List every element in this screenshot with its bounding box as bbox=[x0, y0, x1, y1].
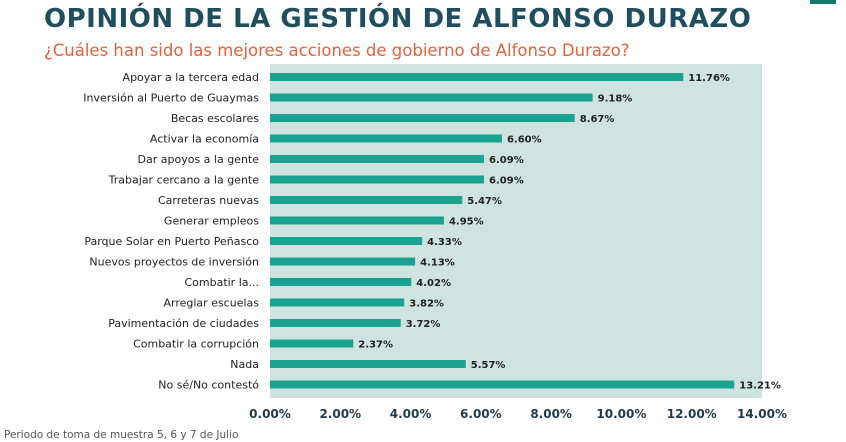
category-label: Carreteras nuevas bbox=[158, 194, 259, 207]
category-label: Combatir la... bbox=[184, 276, 259, 289]
data-label: 6.60% bbox=[507, 135, 542, 146]
x-tick-label: 2.00% bbox=[319, 407, 361, 421]
bar bbox=[270, 339, 354, 348]
data-label: 6.09% bbox=[489, 176, 524, 187]
page-title: OPINIÓN DE LA GESTIÓN DE ALFONSO DURAZO bbox=[44, 4, 752, 34]
data-label: 5.47% bbox=[467, 196, 502, 207]
bar bbox=[270, 155, 485, 163]
data-label: 8.67% bbox=[580, 114, 615, 125]
x-tick-label: 10.00% bbox=[596, 407, 646, 421]
data-label: 3.72% bbox=[406, 319, 441, 330]
bar bbox=[270, 237, 423, 245]
bar bbox=[270, 380, 735, 389]
bar bbox=[270, 196, 463, 204]
data-label: 2.37% bbox=[358, 340, 393, 351]
category-label: Dar apoyos a la gente bbox=[138, 153, 260, 166]
bar bbox=[270, 360, 466, 368]
data-label: 13.21% bbox=[739, 381, 781, 392]
footer-note: Periodo de toma de muestra 5, 6 y 7 de J… bbox=[4, 429, 239, 441]
x-tick-label: 14.00% bbox=[737, 407, 787, 421]
x-tick-label: 8.00% bbox=[530, 407, 572, 421]
data-label: 4.13% bbox=[420, 258, 455, 269]
category-label: Generar empleos bbox=[164, 215, 259, 228]
category-label: Inversión al Puerto de Guaymas bbox=[83, 92, 259, 105]
category-label: Combatir la corrupción bbox=[133, 338, 259, 351]
category-label: Activar la economía bbox=[150, 133, 259, 146]
data-label: 3.82% bbox=[409, 299, 444, 310]
x-tick-label: 0.00% bbox=[249, 407, 291, 421]
category-label: Arreglar escuelas bbox=[163, 297, 259, 310]
data-label: 4.02% bbox=[416, 278, 451, 289]
category-label: Nada bbox=[230, 358, 259, 371]
category-label: No sé/No contestó bbox=[158, 379, 259, 392]
bar bbox=[270, 298, 405, 307]
bar bbox=[270, 216, 444, 225]
bar bbox=[270, 278, 412, 286]
bar bbox=[270, 114, 575, 122]
data-label: 4.33% bbox=[427, 237, 462, 248]
bar bbox=[270, 257, 416, 266]
data-label: 9.18% bbox=[598, 94, 633, 105]
bar bbox=[270, 175, 485, 184]
data-label: 4.95% bbox=[449, 217, 484, 228]
data-label: 5.57% bbox=[471, 360, 506, 371]
page-subtitle: ¿Cuáles han sido las mejores acciones de… bbox=[44, 41, 630, 60]
category-label: Trabajar cercano a la gente bbox=[108, 174, 260, 187]
bar bbox=[270, 319, 401, 327]
bar bbox=[270, 134, 502, 143]
bar bbox=[270, 73, 684, 81]
category-label: Pavimentación de ciudades bbox=[108, 317, 259, 330]
category-label: Becas escolares bbox=[171, 112, 259, 125]
category-label: Parque Solar en Puerto Peñasco bbox=[84, 235, 259, 248]
category-label: Nuevos proyectos de inversión bbox=[89, 256, 259, 269]
bar bbox=[270, 93, 593, 102]
x-tick-label: 4.00% bbox=[390, 407, 432, 421]
x-tick-label: 6.00% bbox=[460, 407, 502, 421]
data-label: 11.76% bbox=[688, 73, 730, 84]
data-label: 6.09% bbox=[489, 155, 524, 166]
category-label: Apoyar a la tercera edad bbox=[123, 71, 259, 84]
x-tick-label: 12.00% bbox=[667, 407, 717, 421]
corner-accent bbox=[810, 0, 836, 4]
